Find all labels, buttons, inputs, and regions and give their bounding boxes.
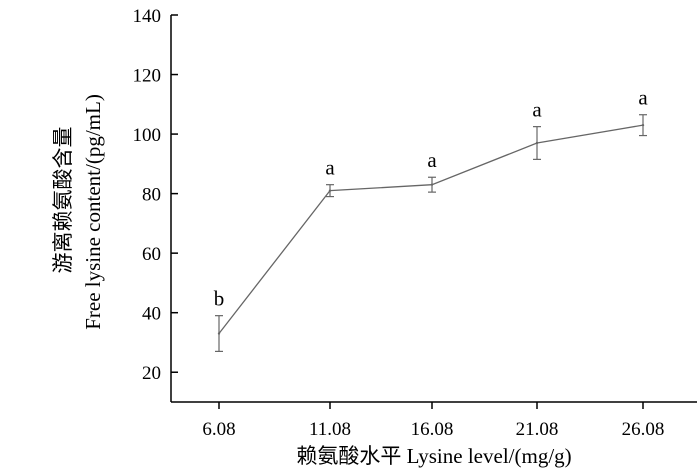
x-tick-label: 6.08 bbox=[202, 419, 235, 440]
y-tick-label: 60 bbox=[142, 244, 161, 265]
x-tick-label: 26.08 bbox=[622, 419, 665, 440]
y-tick-label: 20 bbox=[142, 363, 161, 384]
y-axis-title-chinese: 游离赖氨酸含量 bbox=[51, 127, 75, 274]
series: b a a a a bbox=[214, 86, 648, 352]
axes bbox=[170, 15, 697, 403]
significance-label: a bbox=[532, 98, 542, 122]
y-tick-label: 40 bbox=[142, 304, 161, 325]
x-tick-label: 16.08 bbox=[411, 419, 454, 440]
significance-label: b bbox=[214, 287, 225, 311]
significance-label: a bbox=[427, 148, 437, 172]
y-tick-label: 80 bbox=[142, 185, 161, 206]
y-tick-label: 140 bbox=[133, 6, 162, 27]
data-point bbox=[641, 123, 645, 127]
y-tick-label: 100 bbox=[133, 125, 162, 146]
data-point bbox=[328, 189, 332, 192]
y-tick-label: 120 bbox=[133, 66, 162, 87]
y-axis-title-english: Free lysine content/(pg/mL) bbox=[81, 94, 105, 330]
significance-label: a bbox=[325, 156, 335, 180]
data-point bbox=[535, 141, 539, 145]
x-tick-label: 11.08 bbox=[309, 419, 351, 440]
x-axis-title: 赖氨酸水平 Lysine level/(mg/g) bbox=[296, 444, 571, 468]
data-point bbox=[430, 183, 434, 186]
significance-label: a bbox=[638, 86, 648, 110]
x-ticks: 6.08 11.08 16.08 21.08 26.08 bbox=[202, 402, 664, 440]
data-point bbox=[217, 332, 221, 335]
y-ticks: 20 40 60 80 100 120 140 bbox=[133, 6, 178, 384]
x-tick-label: 21.08 bbox=[516, 419, 559, 440]
